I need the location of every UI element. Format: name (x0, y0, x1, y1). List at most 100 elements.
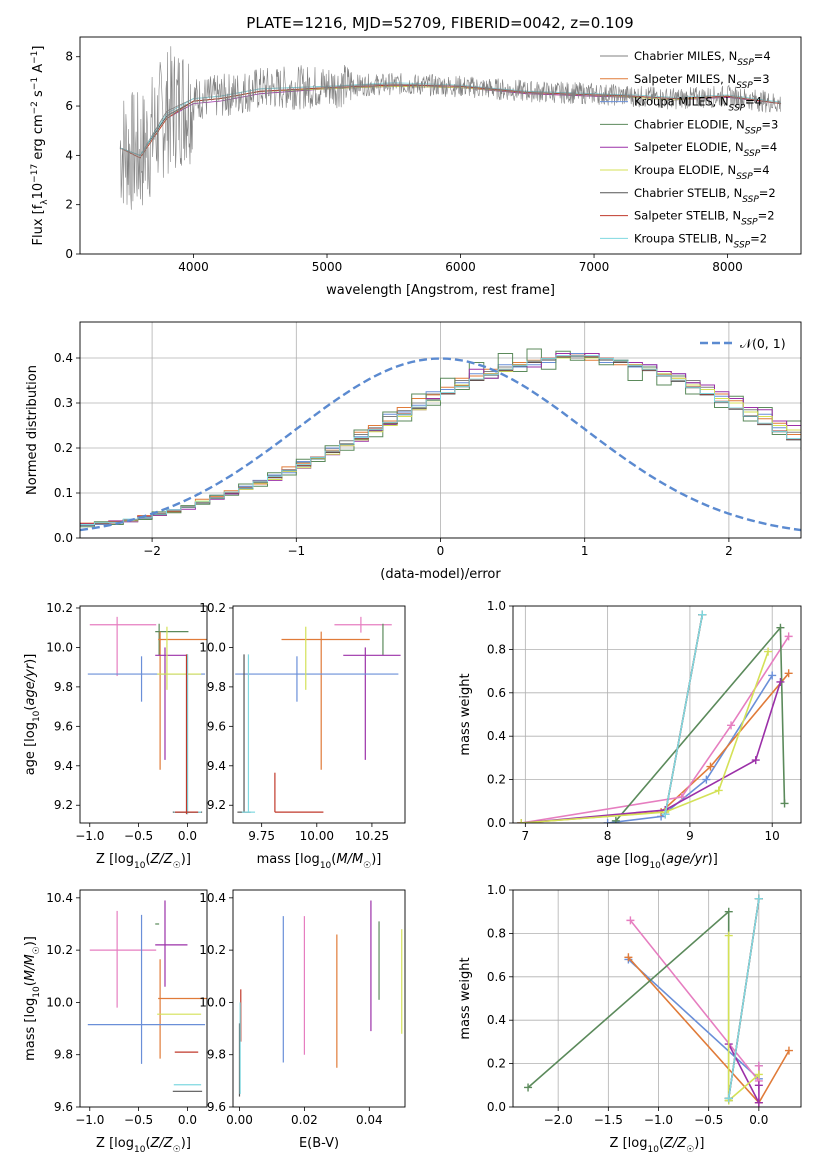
axes-frame (512, 889, 802, 1108)
y-tick-label: 9.8 (54, 1048, 73, 1062)
plot-area (87, 900, 207, 1092)
x-axis-label: age [log10(age/yr)] (596, 852, 718, 871)
legend-label: Kroupa STELIB, NSSP=2 (634, 231, 767, 250)
legend-label: Kroupa MILES, NSSP=4 (634, 95, 762, 114)
y-tick-label: 1.0 (487, 599, 506, 613)
y-tick-label: 6 (65, 99, 73, 113)
histogram-series (80, 357, 801, 525)
y-tick-label: 10.4 (46, 891, 73, 905)
axes-frame (79, 321, 802, 539)
y-tick-label: 0.6 (487, 686, 506, 700)
y-tick-label: 9.8 (54, 680, 73, 694)
y-tick-label: 10.0 (199, 995, 226, 1009)
y-tick-label: 0.0 (54, 531, 73, 545)
x-tick-label: 7 (522, 829, 530, 843)
error-point (158, 631, 207, 770)
y-tick-label: 4 (65, 148, 73, 162)
y-tick-label: 9.6 (54, 719, 73, 733)
mass-weight-marker (677, 792, 686, 801)
mass-weight-marker (754, 894, 763, 903)
error-point (155, 900, 188, 987)
histogram-series (80, 355, 801, 526)
error-point (173, 654, 202, 815)
y-tick-label: 10.4 (199, 891, 226, 905)
y-tick-label: 10.0 (46, 640, 73, 654)
x-axis-label: Z [log10(Z/Z☉)] (96, 1136, 191, 1155)
y-tick-label: 10.2 (46, 601, 73, 615)
axes-frame (79, 36, 802, 255)
mass-weight-marker (611, 816, 620, 823)
y-tick-label: 8 (65, 50, 73, 64)
mass-weight-marker (727, 721, 736, 730)
mass-weight-marker (751, 756, 760, 765)
figure-title: PLATE=1216, MJD=52709, FIBERID=0042, z=0… (246, 14, 633, 32)
mass-weight-marker (698, 610, 707, 619)
mass-weight-line (615, 625, 786, 822)
mass-weight-marker (754, 1081, 763, 1090)
x-tick-label: 9 (686, 829, 694, 843)
x-tick-label: −1.0 (75, 829, 104, 843)
legend-label: Chabrier ELODIE, NSSP=3 (634, 117, 778, 136)
error-point (235, 656, 399, 702)
axes-frame (79, 889, 208, 1108)
mass-weight-marker (624, 953, 633, 962)
error-point (158, 959, 207, 1059)
panel-age-vs-Z: −1.0 −0.5 0.0 9.2 9.4 9.6 9.8 10.0 10.2 Z [log10(… (23, 601, 208, 871)
observed-spectrum (119, 46, 781, 210)
mass-weight-marker (780, 799, 789, 808)
y-tick-label: 0.8 (487, 926, 506, 940)
x-tick-label: −0.5 (124, 1113, 153, 1127)
mass-weight-line (627, 958, 760, 1081)
mass-weight-marker (784, 632, 793, 641)
panel-residuals: −2 −1 0 1 2 0.0 0.1 0.2 0.3 0.4 𝒩(0, 1) (data-model… (25, 321, 802, 582)
mass-weight-line (629, 919, 760, 1084)
mass-weight-marker (702, 775, 711, 784)
mass-weight-marker (524, 1083, 533, 1092)
x-axis-label: Z [log10(Z/Z☉)] (96, 852, 191, 871)
mass-weight-marker (517, 819, 526, 823)
mass-weight-marker (754, 1061, 763, 1070)
panel-age-vs-mass: 9.75 10.00 10.25 9.2 9.4 9.6 9.8 10.0 10.2 mass [… (199, 601, 406, 871)
histogram-series (80, 354, 801, 525)
x-tick-label: 8000 (712, 260, 743, 274)
mass-weight-line (664, 614, 704, 815)
x-tick-label: −0.5 (124, 829, 153, 843)
axes-frame (232, 889, 406, 1108)
error-point (157, 626, 202, 690)
panel-mass-vs-Z: −1.0 −0.5 0.0 9.6 9.8 10.0 10.2 10.4 Z [log10(Z/… (23, 889, 208, 1155)
y-tick-label: 10.0 (199, 640, 226, 654)
y-tick-label: 9.2 (207, 798, 226, 812)
y-tick-label: 1.0 (487, 883, 506, 897)
plot-area (513, 890, 801, 1107)
histogram-series (80, 355, 801, 525)
error-point (155, 647, 188, 760)
panel-mass-weight-vs-age: 7 8 9 10 0.0 0.2 0.4 0.6 0.8 1.0 age [log10(age/yr… (458, 599, 802, 871)
mass-weight-marker (784, 669, 793, 678)
panel-spectrum: 4000 5000 6000 7000 8000 0 2 4 6 8 Chabrier MILES,… (30, 36, 802, 298)
plot-area (513, 606, 801, 823)
x-tick-label: 0.00 (226, 1113, 253, 1127)
y-axis-label: mass weight (458, 673, 473, 755)
legend-label: Chabrier STELIB, NSSP=2 (634, 186, 776, 205)
x-tick-label: 6000 (445, 260, 476, 274)
mass-weight-marker (754, 1098, 763, 1107)
y-tick-label: 0.4 (487, 729, 506, 743)
x-tick-label: −1.0 (75, 1113, 104, 1127)
mass-weight-marker (764, 647, 773, 656)
y-tick-label: 0.1 (54, 486, 73, 500)
error-point (241, 654, 256, 813)
axes-frame (232, 605, 406, 824)
y-tick-label: 9.6 (54, 1100, 73, 1114)
mass-weight-marker (784, 1046, 793, 1055)
x-tick-label: 0 (437, 544, 445, 558)
x-tick-label: 2 (725, 544, 733, 558)
legend-label: Salpeter STELIB, NSSP=2 (634, 209, 775, 228)
y-tick-label: 0.8 (487, 642, 506, 656)
y-axis-label: mass weight (458, 957, 473, 1039)
mass-weight-line (607, 674, 773, 823)
error-point (89, 910, 157, 1008)
x-tick-label: 0.0 (178, 1113, 197, 1127)
y-tick-label: 9.8 (207, 680, 226, 694)
y-tick-label: 0.2 (54, 441, 73, 455)
y-tick-label: 10.0 (46, 995, 73, 1009)
